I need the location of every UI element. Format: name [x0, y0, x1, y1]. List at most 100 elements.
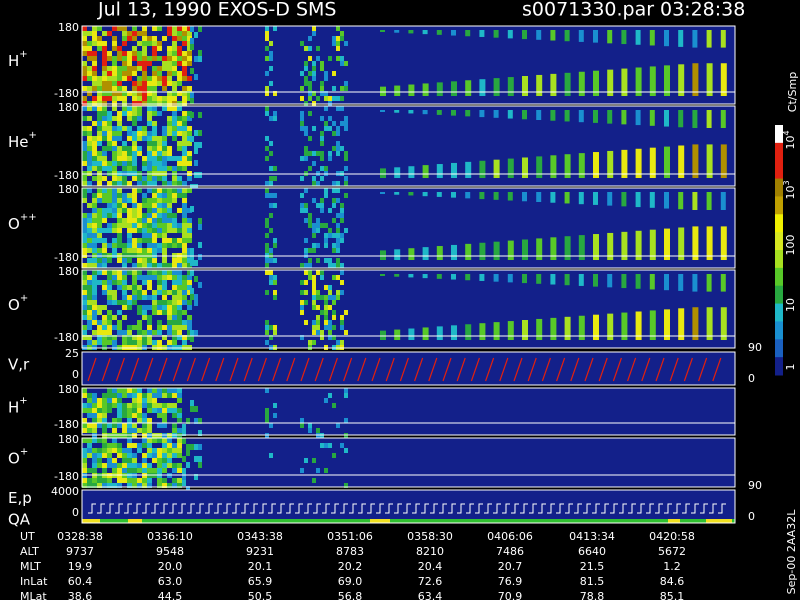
spectrum-cell [112, 116, 117, 121]
spectrum-spike [607, 232, 614, 260]
spectrum-cell [132, 238, 137, 243]
spectrum-cell [137, 413, 142, 418]
spectrum-cell [187, 208, 192, 213]
spectrum-spike [465, 161, 472, 178]
spectrum-spike [578, 192, 584, 205]
spectrum-cell [107, 330, 112, 335]
text-part: 1 [784, 364, 797, 371]
colorbar-cell [775, 357, 783, 376]
spectrum-cell [336, 228, 340, 233]
spectrum-spike [408, 30, 414, 34]
spectrum-cell [162, 243, 167, 248]
spectrum-cell [137, 418, 142, 423]
panel-label: O++ [8, 212, 37, 233]
y2-tick-label: 90 [748, 341, 762, 354]
spectrum-cell [97, 156, 102, 161]
spectrum-cell [152, 388, 157, 393]
spectrum-cell [87, 71, 92, 76]
colorbar-cell [775, 250, 783, 269]
spectrum-cell [336, 141, 340, 146]
spectrum-cell [92, 26, 97, 31]
spectrum-cell [172, 305, 177, 310]
spectrum-cell [97, 208, 102, 213]
spectrum-cell [97, 228, 102, 233]
spectrum-cell [300, 335, 304, 340]
cell: 0343:38 [237, 530, 283, 543]
spectrum-cell [177, 31, 182, 36]
spectrum-cell [187, 141, 192, 146]
spectrum-cell [273, 111, 277, 116]
spectrum-cell [152, 176, 157, 181]
spectrum-cell [92, 136, 97, 141]
spectrum-cell [316, 181, 320, 186]
spectrum-cell [187, 305, 192, 310]
spectrum-cell [177, 188, 182, 193]
spectrum-cell [147, 176, 152, 181]
spectrum-cell [87, 275, 92, 280]
spectrum-cell [147, 423, 152, 428]
spectrum-cell [324, 305, 328, 310]
spectrum-spike [408, 192, 414, 196]
spectrum-cell [132, 116, 137, 121]
spectrum-cell [112, 41, 117, 46]
spectrum-cell [182, 480, 186, 486]
spectrum-spike [607, 313, 614, 340]
spectrum-cell [157, 438, 162, 443]
spectrum-spike [380, 110, 385, 112]
spectrum-cell [177, 36, 182, 41]
spectrum-cell [167, 340, 172, 345]
spectrum-cell [137, 275, 142, 280]
spectrum-spike [720, 30, 726, 48]
spectrum-cell [187, 300, 192, 305]
spectrum-cell [182, 141, 187, 146]
spectrum-cell [127, 428, 132, 433]
spectrum-cell [172, 325, 177, 330]
spectrum-cell [320, 330, 324, 335]
spectrum-cell [320, 295, 324, 300]
spectrum-cell [117, 121, 122, 126]
spectrum-cell [182, 51, 187, 56]
spectrum-cell [324, 315, 328, 320]
spectrum-cell [112, 181, 117, 186]
spectrum-cell [332, 198, 336, 203]
spectrum-cell [162, 463, 167, 468]
spectrum-cell [316, 151, 320, 156]
spectrum-cell [92, 36, 97, 41]
spectrum-spike [465, 110, 471, 117]
spectrum-spike [493, 241, 500, 260]
spectrum-cell [102, 393, 107, 398]
spectrum-cell [142, 275, 147, 280]
spectrum-cell [127, 295, 132, 300]
spectrum-cell [324, 295, 328, 300]
spectrum-cell [147, 238, 152, 243]
spectrum-cell [147, 203, 152, 208]
spectrum-cell [167, 193, 172, 198]
spectrum-cell [97, 233, 102, 238]
spectrum-cell [190, 444, 194, 450]
spectrum-cell [102, 238, 107, 243]
spectrum-spike [706, 110, 712, 128]
spectrum-spike [422, 274, 428, 279]
spectrum-cell [265, 330, 269, 335]
spectrum-cell [127, 181, 132, 186]
spectrum-spike [451, 81, 457, 96]
spectrum-cell [300, 176, 304, 181]
spectrum-cell [157, 208, 162, 213]
spectrum-cell [316, 46, 320, 51]
spectrum-cell [340, 218, 344, 223]
spectrum-cell [167, 126, 172, 131]
spectrum-cell [167, 290, 172, 295]
spectrum-cell [265, 91, 269, 96]
spectrum-spike [635, 110, 641, 126]
spectrum-cell [182, 156, 187, 161]
spectrum-cell [87, 423, 92, 428]
spectrum-cell [162, 408, 167, 413]
spectrum-cell [107, 483, 112, 488]
spectrum-cell [190, 184, 194, 190]
spectrum-spike [578, 153, 585, 178]
spectrum-cell [97, 403, 102, 408]
spectrum-spike [706, 63, 713, 96]
cell: 9548 [156, 545, 184, 558]
spectrum-cell [336, 238, 340, 243]
spectrum-cell [107, 126, 112, 131]
